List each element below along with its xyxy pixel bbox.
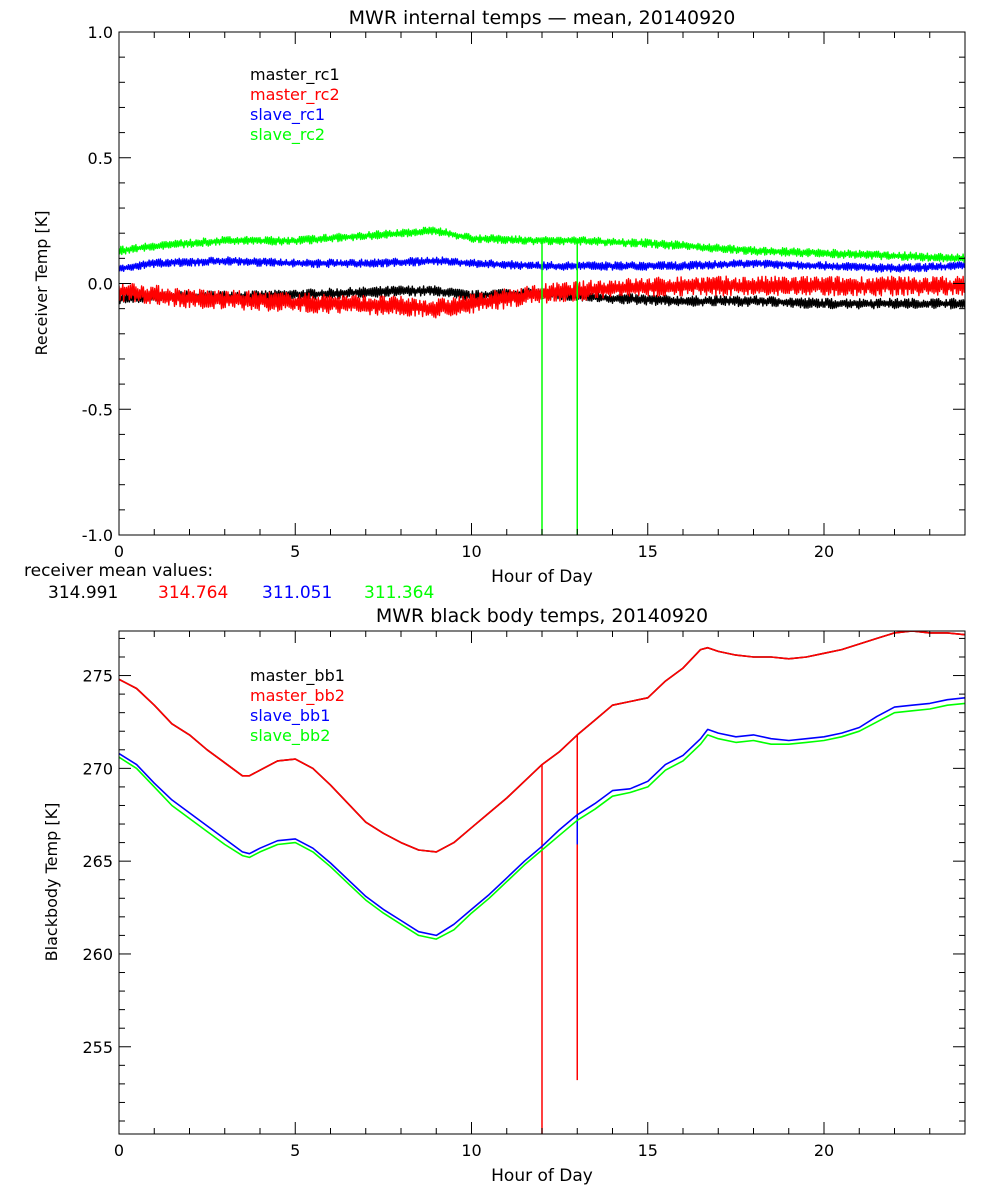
receiver-temp-panel: 0 5 10 15 20 -1.0 -0.5 0.0 0.5 1.0 MWR internal t… <box>24 7 966 603</box>
blackbody-legend-master-bb1: master_bb1 <box>250 666 345 686</box>
blackbody-x-axis-label: Hour of Day <box>491 1166 593 1186</box>
blackbody-series-slave-bb2 <box>119 702 965 940</box>
receiver-mean-values: 314.991 314.764 311.051 311.364 <box>48 583 434 603</box>
receiver-x-tick-label: 10 <box>461 542 481 561</box>
blackbody-y-axis-label: Blackbody Temp [K] <box>42 803 61 962</box>
receiver-x-axis-label: Hour of Day <box>491 567 593 587</box>
receiver-y-tick-label: 1.0 <box>88 23 113 42</box>
receiver-x-tick-label: 20 <box>814 542 834 561</box>
receiver-mean-values-label: receiver mean values: <box>24 561 213 581</box>
blackbody-chart-title: MWR black body temps, 20140920 <box>376 605 708 627</box>
receiver-legend-slave-rc2: slave_rc2 <box>250 125 325 145</box>
receiver-x-tick-label: 15 <box>638 542 658 561</box>
blackbody-y-tick-label: 260 <box>82 945 113 964</box>
receiver-mean-value-1: 314.764 <box>158 583 228 603</box>
receiver-y-tick-label: -1.0 <box>82 526 113 545</box>
receiver-y-tick-label: 0.0 <box>88 275 113 294</box>
blackbody-y-tick-label: 265 <box>82 852 113 871</box>
blackbody-legend-slave-bb1: slave_bb1 <box>250 706 330 726</box>
receiver-chart-title: MWR internal temps — mean, 20140920 <box>349 7 736 29</box>
receiver-axis-ticks: 0 5 10 15 20 -1.0 -0.5 0.0 0.5 1.0 <box>82 23 966 561</box>
receiver-legend-master-rc1: master_rc1 <box>250 65 340 85</box>
receiver-mean-value-0: 314.991 <box>48 583 118 603</box>
receiver-series-group <box>119 226 965 535</box>
blackbody-series-slave-bb1 <box>119 697 965 937</box>
receiver-mean-value-2: 311.051 <box>262 583 332 603</box>
blackbody-x-tick-label: 5 <box>290 1141 300 1160</box>
blackbody-legend-master-bb2: master_bb2 <box>250 686 345 706</box>
blackbody-x-tick-label: 0 <box>114 1141 124 1160</box>
blackbody-series-master-bb2 <box>119 631 965 853</box>
receiver-y-tick-label: 0.5 <box>88 149 113 168</box>
blackbody-axis-ticks: 0 5 10 15 20 255 260 265 270 275 <box>82 631 966 1160</box>
receiver-x-tick-label: 0 <box>114 542 124 561</box>
blackbody-legend-slave-bb2: slave_bb2 <box>250 726 330 746</box>
receiver-legend-slave-rc1: slave_rc1 <box>250 105 325 125</box>
receiver-y-axis-label: Receiver Temp [K] <box>32 210 51 355</box>
blackbody-y-tick-label: 255 <box>82 1038 113 1057</box>
receiver-series-slave-rc2 <box>119 226 965 263</box>
blackbody-temp-panel: 0 5 10 15 20 255 260 265 270 275 MWR black body t… <box>42 605 966 1186</box>
receiver-legend-master-rc2: master_rc2 <box>250 85 340 105</box>
blackbody-x-tick-label: 10 <box>461 1141 481 1160</box>
blackbody-y-tick-label: 275 <box>82 667 113 686</box>
blackbody-x-tick-label: 15 <box>638 1141 658 1160</box>
blackbody-y-tick-label: 270 <box>82 759 113 778</box>
receiver-x-tick-label: 5 <box>290 542 300 561</box>
receiver-y-tick-label: -0.5 <box>82 400 113 419</box>
blackbody-x-tick-label: 20 <box>814 1141 834 1160</box>
receiver-mean-value-3: 311.364 <box>364 583 434 603</box>
blackbody-series-group <box>119 631 965 1134</box>
